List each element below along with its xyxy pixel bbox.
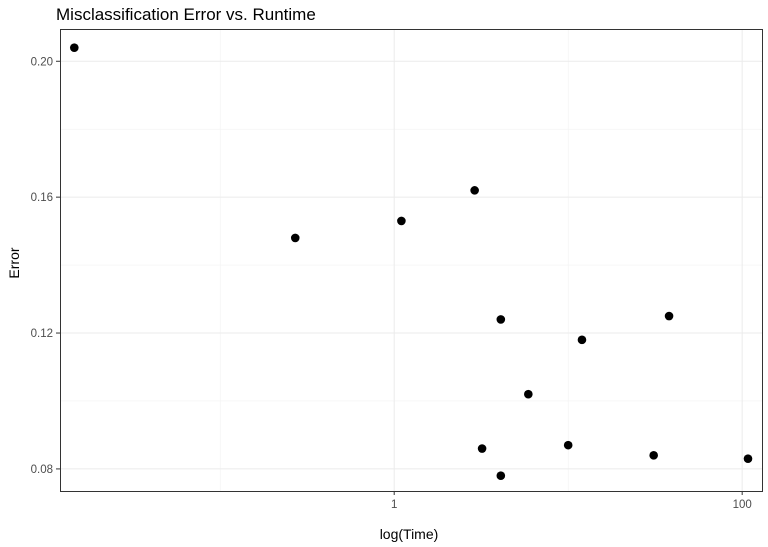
y-tick-label: 0.16 <box>31 192 53 204</box>
chart-title: Misclassification Error vs. Runtime <box>56 5 316 24</box>
grid-lines <box>60 29 762 491</box>
data-points <box>69 43 753 481</box>
x-tick-label: 1 <box>391 499 397 511</box>
y-tick-label: 0.20 <box>31 56 53 68</box>
data-point <box>649 451 658 460</box>
data-point <box>290 233 300 243</box>
data-point <box>397 216 406 226</box>
x-tick-label: 100 <box>733 499 752 511</box>
data-point <box>496 315 506 324</box>
y-axis-title: Error <box>6 247 22 278</box>
x-axis-title: log(Time) <box>380 526 439 542</box>
data-point <box>577 335 587 345</box>
data-point <box>477 444 487 453</box>
data-point <box>563 440 573 450</box>
data-point <box>524 389 533 399</box>
plot-panel-border <box>60 29 763 492</box>
data-point <box>470 186 479 195</box>
data-point <box>496 471 506 481</box>
y-tick-label: 0.12 <box>31 328 53 340</box>
axis-ticks: 1 100 0.08 0.12 0.16 0.20 <box>31 56 752 511</box>
data-point <box>743 454 753 464</box>
y-tick-label: 0.08 <box>31 464 53 476</box>
data-point <box>69 43 79 52</box>
data-point <box>664 311 674 321</box>
